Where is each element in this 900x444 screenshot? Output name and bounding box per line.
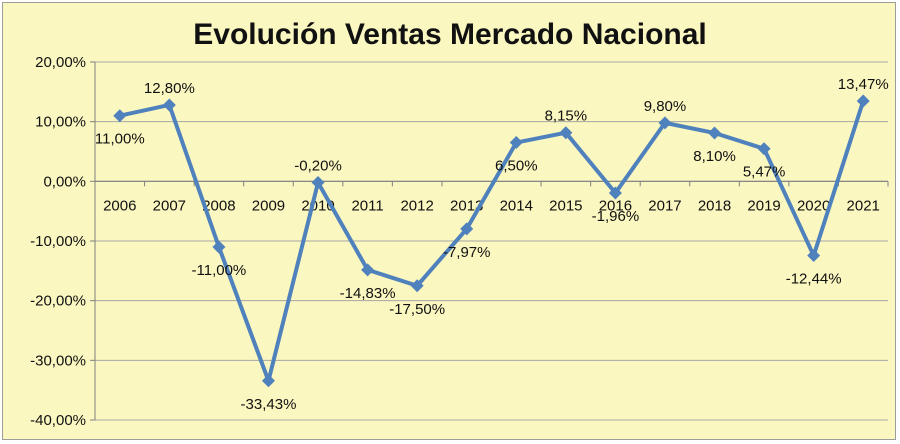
- data-point: [212, 240, 226, 254]
- y-tick-label: -40,00%: [30, 412, 86, 429]
- data-point: [162, 98, 176, 112]
- data-label: -11,00%: [192, 262, 247, 279]
- data-point: [757, 142, 771, 156]
- data-point: [708, 126, 722, 140]
- data-label: -17,50%: [389, 301, 445, 318]
- x-tick-label: 2007: [153, 197, 186, 214]
- data-label: 6,50%: [495, 158, 538, 175]
- x-tick-label: 2019: [747, 197, 780, 214]
- data-point: [261, 374, 275, 388]
- data-point: [807, 249, 821, 263]
- x-tick-label: 2011: [351, 197, 383, 214]
- data-label: 8,15%: [545, 108, 588, 125]
- data-label: 9,80%: [644, 98, 687, 115]
- data-label: -14,83%: [340, 285, 396, 302]
- data-label: 13,47%: [838, 76, 889, 93]
- data-labels: 11,00%12,80%-11,00%-33,43%-0,20%-14,83%-…: [95, 76, 889, 413]
- data-label: -1,96%: [592, 208, 640, 225]
- chart-frame: [2, 2, 896, 440]
- data-label: 12,80%: [144, 80, 195, 97]
- x-tick-label: 2018: [698, 197, 731, 214]
- data-label: 11,00%: [95, 131, 145, 148]
- data-label: -0,20%: [294, 158, 342, 175]
- x-tick-label: 2021: [847, 197, 880, 214]
- data-point: [311, 176, 325, 190]
- data-point: [460, 222, 474, 236]
- data-point: [559, 126, 573, 140]
- data-point: [509, 136, 523, 150]
- chart-title: Evolución Ventas Mercado Nacional: [193, 18, 707, 51]
- x-tick-label: 2014: [500, 197, 533, 214]
- data-label: -7,97%: [443, 244, 491, 261]
- data-label: 5,47%: [743, 164, 786, 181]
- x-tick-label: 2016: [599, 197, 632, 214]
- data-point: [608, 186, 622, 200]
- x-tick-label: 2008: [202, 197, 235, 214]
- y-tick-label: 20,00%: [35, 54, 86, 71]
- x-tick-label: 2006: [103, 197, 136, 214]
- data-label: 8,10%: [693, 148, 736, 165]
- y-tick-labels: 20,00% 10,00% 0,00% -10,00% -20,00% -30,00% -4…: [30, 54, 86, 429]
- data-label: -12,44%: [786, 271, 842, 288]
- y-tick-label: -30,00%: [30, 352, 86, 369]
- data-label: -33,43%: [241, 396, 297, 413]
- data-point: [856, 94, 870, 108]
- data-point: [410, 279, 424, 293]
- gridlines: [95, 61, 888, 421]
- x-tick-label: 2012: [400, 197, 433, 214]
- data-point: [113, 109, 127, 123]
- x-tick-label: 2015: [549, 197, 582, 214]
- data-point: [658, 116, 672, 130]
- x-tick-label: 2013: [450, 197, 483, 214]
- y-tick-label: 10,00%: [35, 114, 86, 131]
- y-tick-label: -10,00%: [30, 233, 86, 250]
- series-line: [119, 100, 866, 383]
- x-tick-label: 2009: [252, 197, 285, 214]
- x-tick-label: 2020: [797, 197, 830, 214]
- series: [113, 94, 870, 388]
- x-tick-labels: 2006 2007 2008 2009 2010 2011 2012 2013 2014 2015…: [103, 197, 880, 214]
- data-point: [361, 263, 375, 277]
- y-tick-label: 0,00%: [43, 173, 86, 190]
- y-tick-label: -20,00%: [30, 293, 86, 310]
- x-tick-label: 2017: [648, 197, 681, 214]
